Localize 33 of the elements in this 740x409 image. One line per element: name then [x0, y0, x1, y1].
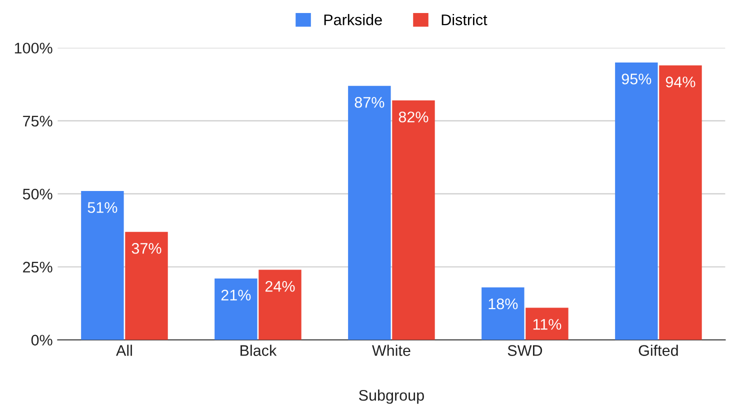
x-axis-title: Subgroup: [359, 390, 424, 404]
data-label: 11%: [533, 318, 562, 330]
data-label: 51%: [88, 202, 118, 213]
bar: [526, 308, 568, 340]
data-label: 37%: [132, 242, 162, 254]
bar: [482, 287, 524, 340]
x-tick-label: Black: [240, 344, 277, 356]
bar: [258, 270, 302, 340]
y-tick-label: 25%: [23, 262, 52, 273]
x-tick-label: All: [116, 344, 132, 356]
bar: [392, 100, 435, 340]
bar: [81, 190, 124, 340]
data-label: 24%: [265, 280, 295, 292]
data-label: 95%: [622, 74, 652, 84]
x-tick-label: White: [372, 344, 410, 356]
bar: [615, 62, 658, 340]
bar: [125, 232, 168, 340]
x-tick-label: SWD: [508, 345, 542, 356]
bar: [659, 65, 702, 340]
data-label: 18%: [488, 298, 518, 310]
y-tick-label: 100%: [14, 42, 52, 54]
x-tick-label: Gifted: [638, 344, 678, 356]
legend-label: District: [442, 14, 488, 26]
data-label: 21%: [221, 290, 251, 300]
data-label: 87%: [354, 96, 384, 108]
bar: [348, 86, 391, 340]
y-tick-label: 0%: [31, 334, 52, 346]
legend-label: Parkside: [324, 14, 382, 26]
y-tick-label: 75%: [23, 116, 52, 127]
data-label: 94%: [666, 76, 696, 88]
bar: [214, 278, 258, 340]
data-label: 82%: [398, 112, 428, 122]
y-tick-label: 50%: [22, 188, 52, 200]
